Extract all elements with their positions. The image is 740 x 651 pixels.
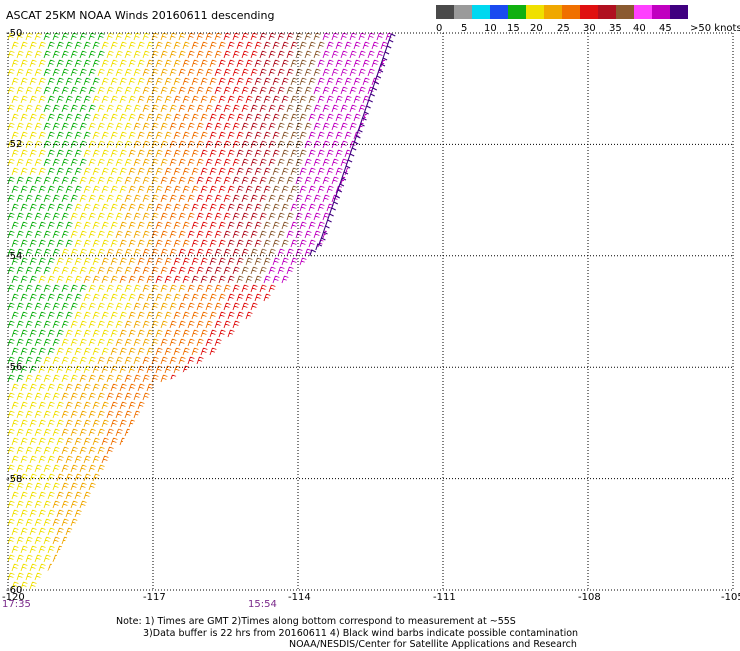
longitude-label: -120: [2, 592, 25, 603]
legend-swatch: [508, 5, 526, 19]
latitude-label: -54: [6, 250, 23, 262]
legend-tick-label: 45: [659, 23, 672, 34]
wind-barb-group: [236, 33, 325, 284]
wind-barbs: [8, 33, 393, 590]
legend-swatch: [580, 5, 598, 19]
note-line-3: NOAA/NESDIS/Center for Satellite Applica…: [289, 639, 577, 650]
note-line-2: 3)Data buffer is 22 hrs from 20160611 4)…: [143, 628, 579, 639]
legend-swatch: [454, 5, 472, 19]
legend-swatch: [472, 5, 490, 19]
longitude-label: -105: [721, 592, 740, 603]
legend-tick-label: 40: [633, 23, 646, 34]
wind-barb-group: [8, 33, 154, 590]
legend-swatch: [544, 5, 562, 19]
legend-tick-label: >50 knots: [690, 23, 740, 34]
legend-swatch: [562, 5, 580, 19]
legend-tick-label: 10: [484, 23, 497, 34]
latitude-label: -50: [6, 28, 23, 39]
longitude-label: -117: [143, 592, 166, 603]
wind-speed-legend: 0 5 10 15 20 25 30 35 40 45 >50 knots: [436, 5, 740, 34]
legend-swatch: [526, 5, 544, 19]
edge-barbs: [309, 33, 396, 257]
note-line-1: Note: 1) Times are GMT 2)Times along bot…: [116, 616, 516, 627]
legend-swatch: [616, 5, 634, 19]
legend-swatch: [598, 5, 616, 19]
legend-tick-label: 30: [583, 23, 596, 34]
legend-tick-label: 25: [557, 23, 570, 34]
time-label: 15:54: [248, 599, 277, 610]
map-title: ASCAT 25KM NOAA Winds 20160611 descendin…: [6, 9, 275, 22]
graticule: [7, 32, 734, 591]
wind-barb-group: [8, 33, 105, 383]
legend-swatch: [634, 5, 652, 19]
latitude-label: -56: [6, 362, 23, 374]
legend-tick-label: 15: [507, 23, 520, 34]
latitude-label: -58: [6, 473, 23, 485]
longitude-label: -114: [288, 592, 311, 603]
latitude-label: -60: [6, 585, 23, 596]
edge-barb-path: [309, 33, 396, 257]
wind-barb-group: [47, 33, 190, 572]
wind-barb-group: [101, 33, 231, 464]
legend-swatch: [652, 5, 670, 19]
legend-tick-label: 20: [530, 23, 543, 34]
legend-swatch: [670, 5, 688, 19]
legend-swatch: [490, 5, 508, 19]
time-label: 17:35: [2, 599, 31, 610]
longitude-label: -111: [433, 592, 456, 603]
legend-swatch: [436, 5, 454, 19]
legend-tick-label: 35: [609, 23, 622, 34]
longitude-label: -108: [578, 592, 601, 603]
latitude-label: -52: [6, 139, 23, 151]
legend-tick-label: 0: [436, 23, 442, 34]
wind-barb-group: [155, 33, 276, 383]
legend-tick-label: 5: [461, 23, 467, 34]
